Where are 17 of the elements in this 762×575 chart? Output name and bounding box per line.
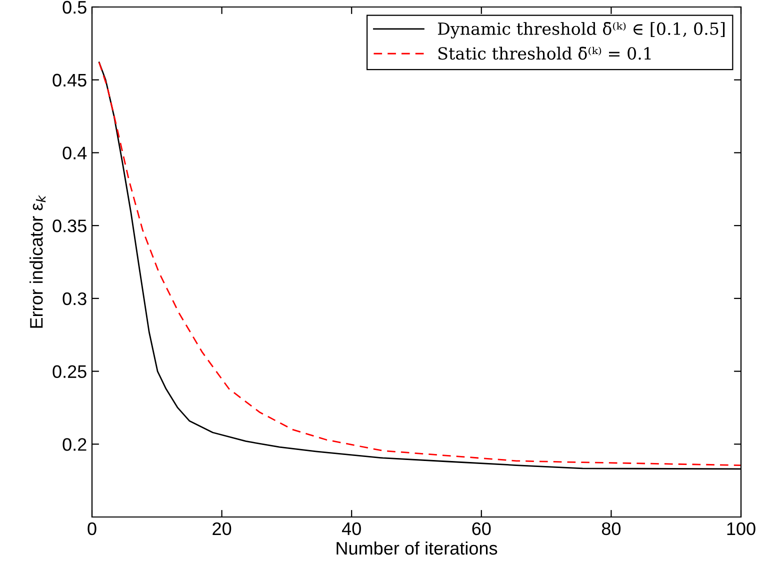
y-tick-label: 0.35 [52, 220, 86, 232]
x-tick-label: 40 [342, 522, 361, 536]
y-axis-title: Error indicator ε$_{k}$ [30, 194, 46, 328]
y-tick-label: 0.3 [62, 292, 86, 306]
y-tick-label: 0.25 [52, 365, 86, 378]
x-tick-label: 100 [727, 522, 756, 536]
y-tick-label: 0.45 [52, 74, 86, 87]
x-tick-label: 0 [88, 522, 96, 536]
x-tick-label: 60 [472, 522, 491, 536]
legend-label: Dynamic threshold δ̄⁽ᵏ⁾ ∈ [0.1, 0.5] [438, 22, 725, 38]
x-tick-label: 80 [602, 522, 621, 536]
y-tick-label: 0.2 [62, 438, 86, 451]
legend-label: Static threshold δ̄⁽ᵏ⁾ = 0.1 [438, 46, 651, 60]
x-tick-label: 20 [212, 522, 232, 536]
y-tick-label: 0.4 [62, 146, 87, 160]
x-axis-title: Number of iterations [336, 541, 498, 555]
y-tick-label: 0.5 [62, 0, 86, 14]
